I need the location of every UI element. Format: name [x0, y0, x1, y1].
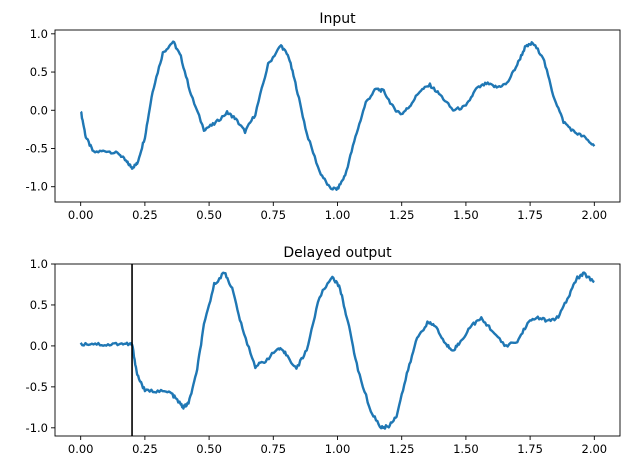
x-tick-label: 0.00	[68, 442, 94, 456]
x-tick-label: 0.50	[196, 208, 222, 222]
y-tick-label: 1.0	[30, 27, 48, 41]
x-tick-label: 0.75	[260, 208, 286, 222]
x-tick-label: 1.00	[325, 208, 351, 222]
x-tick-label: 0.25	[132, 442, 158, 456]
chart-title: Input	[319, 11, 356, 27]
y-tick-label: 0.0	[30, 339, 48, 353]
y-tick-label: -1.0	[26, 421, 48, 435]
y-tick-label: 0.5	[30, 65, 48, 79]
axes-frame	[54, 29, 621, 203]
y-tick-label: -1.0	[26, 180, 48, 194]
x-tick-label: 1.25	[389, 442, 415, 456]
y-tick-label: 0.5	[30, 298, 48, 312]
x-tick-label: 0.50	[196, 442, 222, 456]
series-line	[79, 40, 596, 191]
x-tick-label: 1.50	[453, 442, 479, 456]
y-tick-label: -0.5	[26, 380, 48, 394]
axes-frame	[54, 263, 621, 437]
x-tick-label: 1.00	[325, 442, 351, 456]
x-tick-label: 2.00	[582, 208, 608, 222]
chart-title: Delayed output	[283, 245, 392, 261]
x-tick-label: 0.75	[260, 442, 286, 456]
input-subplot: Input 0.00 0.25 0.50 0.75 1.00 1.25 1.50 1.75 2.0…	[26, 11, 621, 222]
series-line	[79, 271, 595, 430]
x-tick-label: 0.00	[68, 208, 94, 222]
x-tick-label: 1.50	[453, 208, 479, 222]
x-tick-label: 1.75	[517, 208, 543, 222]
y-tick-label: 1.0	[30, 257, 48, 271]
x-tick-label: 1.25	[389, 208, 415, 222]
x-tick-label: 2.00	[582, 442, 608, 456]
y-tick-label: -0.5	[26, 141, 48, 155]
x-tick-label: 1.75	[517, 442, 543, 456]
delayed-output-subplot: Delayed output 0.00 0.25 0.50 0.75 1.00 1.25 1.…	[26, 245, 621, 456]
x-tick-label: 0.25	[132, 208, 158, 222]
y-tick-label: 0.0	[30, 103, 48, 117]
